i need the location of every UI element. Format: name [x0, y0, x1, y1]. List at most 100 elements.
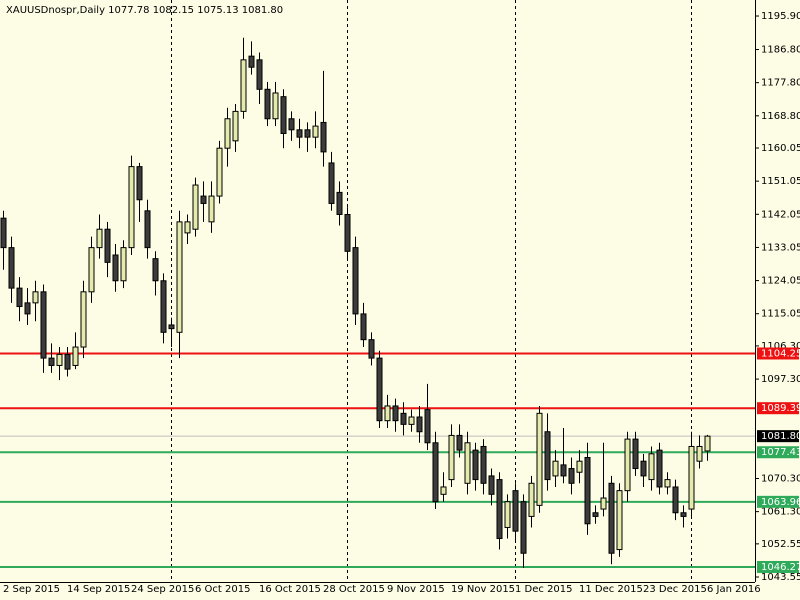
- x-tick-label: 23 Dec 2015: [643, 584, 707, 595]
- candle-body: [48, 357, 55, 366]
- level-price-box: [757, 495, 799, 508]
- x-tick-label: 24 Sep 2015: [131, 584, 194, 595]
- y-tick-label: 1061.30: [761, 507, 800, 518]
- candle-body: [280, 96, 287, 134]
- candle-body: [296, 129, 303, 138]
- candle-body: [384, 405, 391, 422]
- candle-body: [600, 497, 607, 510]
- candle-body: [40, 291, 47, 359]
- candle-body: [256, 59, 263, 90]
- level-price-label: 1077.43: [761, 447, 800, 458]
- candle-body: [688, 445, 695, 510]
- candle-body: [304, 129, 311, 138]
- y-tick-label: 1052.55: [761, 539, 800, 550]
- candle-body: [80, 291, 87, 348]
- level-price-box: [757, 560, 799, 573]
- candle-body: [352, 247, 359, 315]
- candle-body: [480, 445, 487, 484]
- candle-body: [448, 434, 455, 481]
- candle-body: [128, 166, 135, 249]
- candle-body: [544, 431, 551, 481]
- candle-body: [440, 486, 447, 495]
- candle-body: [104, 228, 111, 263]
- candle-body: [288, 118, 295, 131]
- candle-body: [632, 438, 639, 470]
- candle-body: [568, 468, 575, 484]
- level-price-box: [757, 446, 799, 459]
- candle-body: [456, 434, 463, 451]
- candle-body: [136, 166, 143, 201]
- y-tick-label: 1195.90: [761, 11, 800, 22]
- candle-body: [152, 258, 159, 282]
- candle-body: [8, 247, 15, 289]
- candle-body: [376, 357, 383, 422]
- candle-body: [336, 191, 343, 215]
- candle-body: [536, 412, 543, 506]
- level-price-box: [757, 402, 799, 415]
- candle-body: [344, 213, 351, 252]
- x-tick-label: 6 Jan 2016: [707, 584, 761, 595]
- y-tick-label: 1168.80: [761, 111, 800, 122]
- x-tick-label: 14 Sep 2015: [67, 584, 130, 595]
- candle-body: [680, 512, 687, 517]
- level-price-label: 1089.39: [761, 403, 800, 414]
- candle-body: [232, 110, 239, 142]
- candle-body: [496, 479, 503, 540]
- y-tick-label: 1160.05: [761, 143, 800, 154]
- candle-body: [400, 412, 407, 425]
- candle-body: [696, 445, 703, 462]
- candle-body: [520, 501, 527, 554]
- candle-body: [624, 438, 631, 492]
- x-tick-label: 28 Oct 2015: [323, 584, 385, 595]
- candle-body: [64, 353, 71, 370]
- candle-body: [584, 457, 591, 525]
- candle-body: [560, 464, 567, 477]
- x-tick-label: 11 Dec 2015: [579, 584, 643, 595]
- y-tick-label: 1070.30: [761, 473, 800, 484]
- y-tick-label: 1106.30: [761, 341, 800, 352]
- candle-body: [216, 147, 223, 197]
- y-tick-label: 1043.55: [761, 572, 800, 583]
- candle-body: [16, 287, 23, 308]
- candle-body: [576, 460, 583, 473]
- candle-body: [504, 501, 511, 528]
- candle-body: [616, 490, 623, 551]
- x-tick-label: 2 Sep 2015: [3, 584, 60, 595]
- candle-body: [96, 228, 103, 249]
- candle-body: [184, 221, 191, 234]
- y-tick-label: 1177.80: [761, 78, 800, 89]
- candle-body: [552, 460, 559, 477]
- candle-body: [144, 210, 151, 249]
- chart-title: XAUUSDnospr,Daily 1077.78 1082.15 1075.1…: [6, 5, 283, 16]
- candle-body: [208, 195, 215, 223]
- candle-body: [56, 353, 63, 366]
- candle-body: [168, 324, 175, 330]
- candle-body: [512, 490, 519, 532]
- candle-body: [424, 409, 431, 444]
- x-tick-label: 6 Oct 2015: [195, 584, 250, 595]
- y-tick-label: 1142.05: [761, 209, 800, 220]
- candle-body: [368, 339, 375, 359]
- candle-body: [240, 59, 247, 112]
- candle-body: [608, 482, 615, 554]
- y-tick-label: 1115.05: [761, 309, 800, 320]
- candle-body: [88, 247, 95, 293]
- y-tick-label: 1186.80: [761, 45, 800, 56]
- level-price-label: 1104.25: [761, 348, 800, 359]
- candle-body: [672, 486, 679, 514]
- candle-body: [528, 482, 535, 517]
- candle-body: [32, 291, 39, 304]
- candle-body: [112, 254, 119, 282]
- candle-body: [160, 280, 167, 333]
- candle-body: [328, 162, 335, 204]
- current-price-label: 1081.80: [761, 431, 800, 442]
- candle-body: [24, 302, 31, 315]
- x-tick-label: 1 Dec 2015: [515, 584, 573, 595]
- candle-body: [312, 125, 319, 138]
- level-price-label: 1046.27: [761, 562, 800, 573]
- x-tick-label: 9 Nov 2015: [387, 584, 445, 595]
- x-tick-label: 19 Nov 2015: [451, 584, 515, 595]
